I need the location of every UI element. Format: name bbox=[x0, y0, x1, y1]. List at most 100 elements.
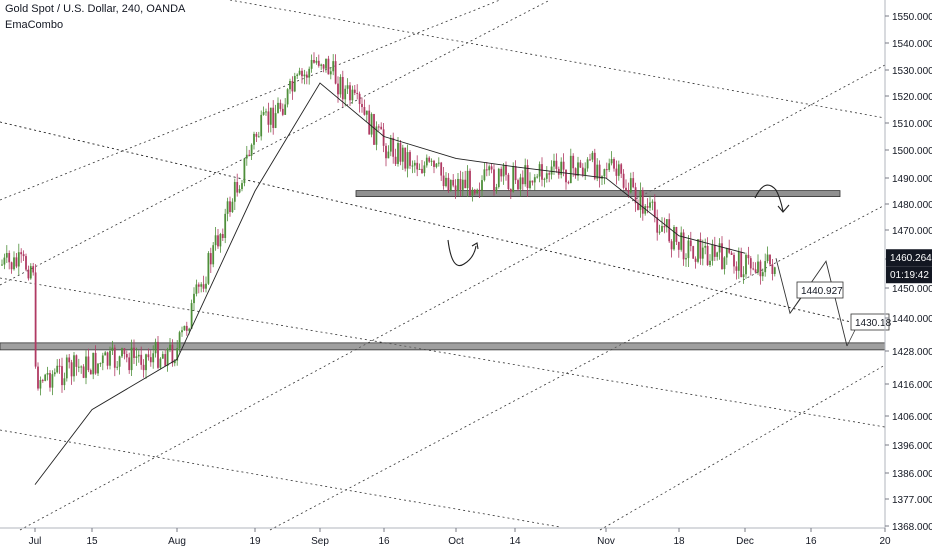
candle-body bbox=[730, 252, 733, 255]
candle-body bbox=[190, 303, 193, 329]
candle-body bbox=[656, 217, 659, 233]
candle-body bbox=[356, 92, 359, 94]
candle-body bbox=[572, 155, 575, 169]
candle-body bbox=[589, 159, 591, 161]
candle-body bbox=[536, 176, 539, 178]
candle-body bbox=[613, 159, 615, 169]
candle-body bbox=[8, 252, 11, 263]
candle-body bbox=[164, 354, 167, 366]
candle-body bbox=[610, 159, 613, 164]
candle-body bbox=[545, 173, 548, 179]
candle-body bbox=[305, 74, 308, 78]
price-tick-label: 1450.000 bbox=[892, 284, 932, 295]
candle-body bbox=[145, 354, 147, 371]
price-tick-label: 1470.000 bbox=[892, 226, 932, 237]
candle-body bbox=[351, 89, 354, 101]
candle-body bbox=[485, 169, 488, 171]
price-axis[interactable]: 1368.000 1377.000 1386.000 1396.000 1406.000… bbox=[884, 0, 932, 533]
candle-body bbox=[473, 189, 476, 194]
candle-body bbox=[370, 114, 373, 135]
candle-body bbox=[469, 170, 471, 196]
candle-body bbox=[615, 168, 618, 176]
candle-body bbox=[663, 226, 666, 228]
candle-body bbox=[620, 164, 623, 174]
countdown-tag bbox=[886, 266, 932, 284]
callout-pointer bbox=[789, 297, 802, 314]
candle-body bbox=[253, 133, 255, 145]
candle-body bbox=[236, 182, 239, 193]
candle-body bbox=[718, 243, 721, 253]
candle-body bbox=[488, 166, 491, 171]
candle-body bbox=[327, 58, 330, 75]
callout-text: 1430.18 bbox=[855, 318, 892, 329]
candle-body bbox=[445, 177, 447, 187]
candle-body bbox=[397, 143, 399, 164]
candle-body bbox=[742, 274, 745, 278]
candle-body bbox=[716, 252, 719, 257]
candle-body bbox=[761, 272, 764, 277]
candle-body bbox=[646, 206, 649, 208]
candle-body bbox=[142, 364, 145, 371]
candle-body bbox=[375, 126, 378, 145]
candle-body bbox=[629, 178, 632, 193]
price-tick-label: 1500.000 bbox=[892, 146, 932, 157]
candle-body bbox=[121, 348, 123, 357]
candle-body bbox=[711, 244, 714, 261]
candle-body bbox=[593, 152, 596, 179]
candle-body bbox=[745, 254, 747, 275]
candle-body bbox=[713, 244, 716, 257]
candle-body bbox=[73, 355, 75, 377]
candle-body bbox=[87, 356, 90, 371]
candle-body bbox=[548, 173, 551, 175]
candle-body bbox=[512, 166, 515, 192]
candle-body bbox=[207, 253, 210, 284]
candle-body bbox=[579, 162, 582, 168]
candle-body bbox=[555, 160, 558, 169]
callout-text: 1440.927 bbox=[801, 286, 843, 297]
candle-body bbox=[51, 374, 54, 388]
candle-body bbox=[459, 178, 462, 190]
candle-body bbox=[267, 111, 270, 125]
candle-body bbox=[680, 232, 683, 250]
candle-body bbox=[46, 373, 49, 375]
candle-body bbox=[250, 144, 253, 156]
candle-body bbox=[193, 293, 195, 304]
candle-body bbox=[317, 60, 320, 66]
candle-body bbox=[529, 180, 531, 189]
candle-body bbox=[212, 245, 215, 265]
time-axis[interactable]: Jul 15 Aug 19 Sep 16 Oct 14 Nov 18 Dec 16 20 bbox=[0, 527, 891, 547]
candle-body bbox=[337, 83, 339, 95]
candle-body bbox=[37, 366, 39, 389]
candle-body bbox=[497, 168, 500, 188]
trend-line bbox=[599, 364, 886, 531]
candle-body bbox=[409, 152, 411, 166]
candle-body bbox=[272, 107, 275, 128]
candle-body bbox=[255, 133, 258, 137]
candle-body bbox=[524, 165, 527, 185]
candle-body bbox=[56, 365, 59, 373]
price-tick-label: 1510.000 bbox=[892, 119, 932, 130]
price-tick-label: 1440.000 bbox=[892, 314, 932, 325]
candle-body bbox=[754, 269, 757, 273]
candle-body bbox=[682, 232, 685, 260]
candle-body bbox=[603, 169, 606, 177]
candle-body bbox=[519, 177, 522, 190]
candle-body bbox=[27, 269, 30, 279]
candle-body bbox=[757, 261, 759, 273]
candle-body bbox=[303, 74, 306, 77]
candle-body bbox=[517, 180, 519, 190]
candle-body bbox=[377, 126, 380, 128]
candle-body bbox=[514, 166, 517, 181]
candle-body bbox=[447, 177, 450, 191]
trend-line bbox=[0, 121, 886, 331]
candle-body bbox=[94, 352, 97, 374]
price-tick-label: 1530.000 bbox=[892, 66, 932, 77]
candle-body bbox=[598, 164, 601, 179]
candle-body bbox=[617, 164, 620, 176]
candle-body bbox=[533, 177, 536, 183]
candle-body bbox=[284, 104, 287, 115]
candle-body bbox=[65, 357, 68, 379]
candle-body bbox=[495, 187, 498, 192]
candle-body bbox=[701, 247, 704, 259]
